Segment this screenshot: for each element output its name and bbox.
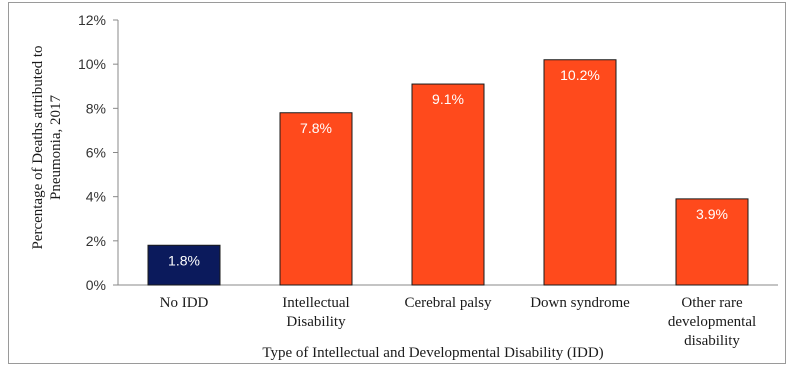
y-axis-title: Percentage of Deaths attributed to — [30, 45, 46, 249]
bar — [279, 112, 353, 286]
data-label: 9.1% — [432, 91, 464, 107]
x-axis-title: Type of Intellectual and Developmental D… — [262, 345, 603, 361]
x-tick-label: Intellectual — [282, 295, 349, 311]
x-tick-label: developmental — [668, 314, 756, 330]
y-tick-label: 12% — [78, 12, 106, 28]
x-tick-label: No IDD — [160, 295, 209, 311]
data-label: 3.9% — [696, 206, 728, 222]
y-tick-label: 0% — [86, 277, 106, 293]
data-label: 1.8% — [168, 252, 200, 268]
bar — [675, 198, 749, 286]
y-tick-label: 6% — [86, 145, 106, 161]
data-label: 10.2% — [560, 67, 600, 83]
y-axis-title: Pneumonia, 2017 — [48, 95, 64, 200]
y-tick-label: 8% — [86, 100, 106, 116]
bar — [147, 244, 221, 286]
bar — [543, 59, 617, 286]
chart-frame — [8, 2, 786, 364]
y-tick-label: 2% — [86, 233, 106, 249]
x-tick-label: Disability — [286, 314, 346, 330]
x-tick-label: Down syndrome — [530, 295, 630, 311]
x-tick-label: Other rare — [681, 295, 743, 311]
x-tick-label: Cerebral palsy — [404, 295, 492, 311]
y-tick-label: 4% — [86, 189, 106, 205]
bar — [411, 83, 485, 286]
data-label: 7.8% — [300, 120, 332, 136]
y-tick-label: 10% — [78, 56, 106, 72]
x-tick-label: disability — [684, 333, 740, 349]
